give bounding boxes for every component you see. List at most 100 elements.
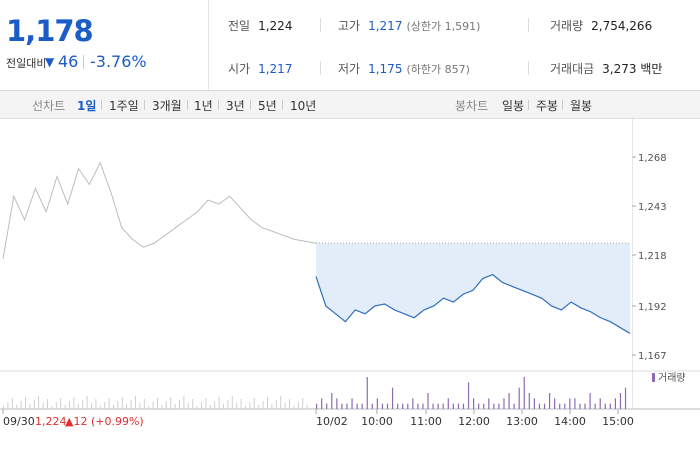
tab-1-year[interactable]: 1년 <box>194 99 213 113</box>
volume-bar <box>316 403 318 409</box>
volume-bar <box>452 403 454 409</box>
prev-volume-bar <box>55 402 57 409</box>
trade-value-stat: 거래대금 3,273 백만 <box>550 60 662 77</box>
prev-volume-bar <box>161 405 163 409</box>
volume-bar <box>554 398 556 409</box>
volume-bar <box>523 377 525 409</box>
volume-bar <box>397 403 399 409</box>
prev-volume-bar <box>201 402 202 409</box>
volume-bar <box>483 403 485 409</box>
tab-10-years[interactable]: 10년 <box>290 99 317 113</box>
volume-bar <box>386 403 389 409</box>
y-tick-label: 1,218 <box>638 251 667 262</box>
prev-volume-bar <box>196 406 198 409</box>
divider <box>250 100 251 110</box>
high-value: 1,217 <box>368 19 403 33</box>
prev-volume-bar <box>293 406 295 409</box>
prev-volume-bar <box>20 401 22 409</box>
prev-volume-bar <box>108 398 110 409</box>
volume-bar <box>447 398 449 409</box>
prev-volume-bar <box>306 405 308 409</box>
tab-5-years[interactable]: 5년 <box>258 99 277 113</box>
change-percent: -3.76% <box>90 52 147 71</box>
plot-right-border <box>632 119 633 409</box>
prev-volume-bar <box>179 400 180 409</box>
high-stat: 고가 1,217 (상한가 1,591) <box>338 17 480 34</box>
prev-volume-bar <box>42 403 44 409</box>
volume-legend-label: 거래량 <box>658 372 686 384</box>
prev-volume-bar <box>51 406 53 409</box>
prev-volume-bar <box>16 405 18 409</box>
tab-3-months[interactable]: 3개월 <box>152 99 182 113</box>
prev-volume-bar <box>25 397 26 409</box>
volume-bar <box>548 393 551 409</box>
prev-volume-bar <box>192 399 194 409</box>
divider <box>528 18 529 32</box>
prev-volume-bar <box>38 396 40 409</box>
divider <box>101 100 102 110</box>
prev-volume-bar <box>3 406 4 409</box>
volume-bar <box>543 403 546 409</box>
volume-bar <box>488 398 490 409</box>
prev-change-value: ▲12 (+0.99%) <box>65 415 144 428</box>
prev-volume-bar <box>86 396 88 409</box>
volume-stat: 거래량 2,754,266 <box>550 17 652 34</box>
volume-bar <box>528 393 530 409</box>
tab-1-week[interactable]: 1주일 <box>109 99 139 113</box>
prev-day-line <box>2 161 317 260</box>
prev-volume-bar <box>47 399 48 409</box>
volume-bar <box>351 398 353 409</box>
x-tick-label: 15:00 <box>602 415 634 428</box>
tab-weekly-candle[interactable]: 주봉 <box>536 99 559 113</box>
tab-1-day[interactable]: 1일 <box>77 99 97 113</box>
candle-chart-label: 봉차트 <box>455 99 489 113</box>
volume-bar <box>432 403 434 409</box>
prev-volume-bar <box>284 403 286 409</box>
prev-volume-bar <box>249 402 251 409</box>
y-tick-label: 1,192 <box>638 302 667 313</box>
y-tick-label: 1,243 <box>638 202 667 213</box>
prev-volume-bar <box>262 401 264 409</box>
prev-volume-bar <box>104 402 106 409</box>
x-tick-label: 09/30 <box>3 415 35 428</box>
prev-volume-bar <box>258 405 260 409</box>
volume-bar <box>391 387 394 409</box>
volume-bar <box>624 387 627 409</box>
divider <box>562 100 563 110</box>
volume-bar <box>326 403 328 409</box>
volume-bar <box>559 403 561 409</box>
volume-bar <box>564 403 566 409</box>
divider <box>320 61 321 75</box>
divider <box>144 100 145 110</box>
open-label: 시가 <box>228 62 251 76</box>
prev-volume-bar <box>152 402 154 409</box>
prev-volume-bar <box>297 402 299 409</box>
prev-volume-bar <box>236 403 238 409</box>
prev-volume-bar <box>143 399 145 409</box>
volume-bar <box>569 398 571 409</box>
volume-bar <box>402 403 404 409</box>
prev-volume-bar <box>267 397 268 409</box>
low-label: 저가 <box>338 62 361 76</box>
divider <box>282 100 283 110</box>
prev-volume-bar <box>231 396 233 409</box>
y-tick-label: 1,268 <box>638 153 667 164</box>
volume-bar <box>498 403 500 409</box>
prev-close-stat: 전일 1,224 <box>228 17 292 34</box>
prev-volume-bar <box>209 405 211 409</box>
tab-3-years[interactable]: 3년 <box>226 99 245 113</box>
volume-bar <box>619 393 622 409</box>
volume-bar <box>422 403 424 409</box>
prev-volume-bar <box>113 405 114 409</box>
volume-bar <box>371 403 373 409</box>
volume-bar <box>589 393 591 409</box>
tab-monthly-candle[interactable]: 월봉 <box>570 99 593 113</box>
tab-daily-candle[interactable]: 일봉 <box>502 99 525 113</box>
x-tick-label: 13:00 <box>506 415 538 428</box>
prev-volume-bar <box>91 403 92 409</box>
prev-volume-bar <box>240 399 242 409</box>
prev-volume-bar <box>280 396 282 409</box>
volume-bar <box>538 403 541 409</box>
open-stat: 시가 1,217 <box>228 60 292 77</box>
volume-bar <box>478 403 480 409</box>
